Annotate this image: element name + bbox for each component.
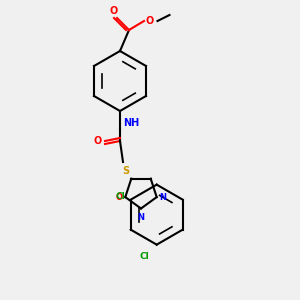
Text: O: O	[115, 193, 122, 202]
Text: O: O	[94, 136, 102, 146]
Text: N: N	[137, 213, 145, 222]
Text: O: O	[110, 7, 118, 16]
Text: N: N	[160, 193, 167, 202]
Text: NH: NH	[123, 118, 139, 128]
Text: Cl: Cl	[140, 252, 150, 261]
Text: Cl: Cl	[116, 192, 126, 201]
Text: O: O	[146, 16, 154, 26]
Text: S: S	[122, 166, 130, 176]
